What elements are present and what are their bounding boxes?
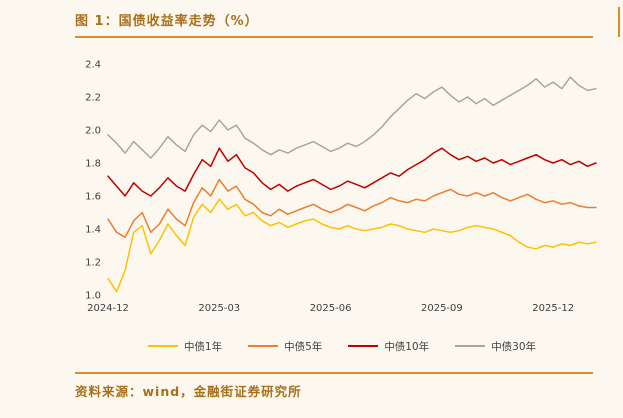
legend-line-swatch [348, 345, 379, 347]
legend-line-swatch [147, 345, 178, 347]
page-edge-mark [618, 7, 620, 37]
y-axis-tick-label: 1.2 [85, 258, 101, 269]
chart-svg: 1.0 1.2 1.4 1.6 1.8 2.0 2.2 2.4 2024-12 2025-03 20… [85, 60, 597, 314]
x-axis-tick-label: 2025-12 [532, 303, 574, 314]
legend-item-中债1年: 中债1年 [147, 339, 223, 354]
legend-line-swatch [455, 345, 486, 347]
y-axis-tick-label: 1.8 [85, 159, 101, 170]
legend-label: 中债1年 [183, 340, 223, 353]
y-axis-tick-label: 2.0 [85, 126, 101, 137]
y-axis-tick-label: 2.4 [85, 60, 101, 71]
series-line-中债10年 [107, 147, 597, 197]
footer-divider-line [75, 372, 593, 374]
series-line-中债30年 [107, 76, 597, 159]
legend-label: 中债30年 [491, 340, 537, 353]
x-axis-tick-label: 2025-06 [310, 303, 352, 314]
title-divider-line [75, 36, 593, 38]
y-axis-tick-label: 1.6 [85, 192, 101, 203]
legend-line-swatch [248, 345, 279, 347]
y-axis-tick-label: 1.0 [85, 291, 101, 302]
legend-item-中债10年: 中债10年 [348, 339, 429, 354]
legend-item-中债30年: 中债30年 [455, 339, 536, 354]
x-axis-tick-label: 2025-03 [198, 303, 240, 314]
y-axis-tick-label: 2.2 [85, 93, 101, 104]
legend-label: 中债5年 [284, 340, 323, 353]
yield-chart: 1.0 1.2 1.4 1.6 1.8 2.0 2.2 2.4 2024-12 2025-03 20… [72, 52, 612, 322]
legend-label: 中债10年 [384, 340, 430, 353]
figure-title: 图 1：国债收益率走势（%） [75, 14, 259, 29]
series-line-中债5年 [107, 178, 597, 238]
legend-item-中债5年: 中债5年 [248, 339, 322, 354]
x-axis-tick-label: 2024-12 [87, 303, 129, 314]
y-axis-tick-label: 1.4 [85, 225, 101, 236]
series-line-中债1年 [107, 198, 597, 293]
chart-legend: 中债1年 中债5年 中债10年 中债30年 [72, 336, 612, 356]
x-axis-tick-label: 2025-09 [421, 303, 463, 314]
source-note: 资料来源：wind，金融街证券研究所 [75, 384, 302, 399]
